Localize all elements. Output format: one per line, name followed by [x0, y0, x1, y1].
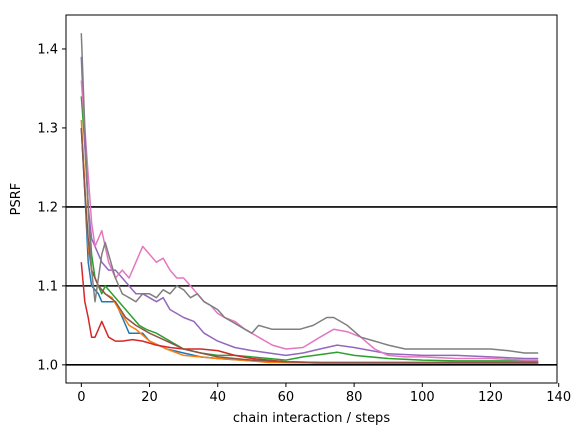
series-line [80, 80, 539, 361]
series-layer [80, 33, 539, 365]
series-line [80, 127, 539, 365]
y-axis-label: PSRF [9, 183, 24, 216]
series-line [80, 96, 539, 362]
y-axis: 1.0 1.1 1.2 1.3 1.4 [37, 42, 66, 373]
x-axis: 0 20 40 60 80 100 120 140 [77, 383, 571, 405]
x-tick-label: 80 [346, 390, 363, 405]
y-tick-label: 1.3 [37, 121, 58, 136]
x-tick-label: 120 [478, 390, 503, 405]
series-line [80, 262, 539, 364]
plot-frame [65, 14, 558, 384]
x-tick-label: 0 [77, 390, 85, 405]
y-tick-label: 1.4 [37, 42, 58, 57]
x-tick-label: 40 [209, 390, 226, 405]
x-tick-label: 100 [410, 390, 435, 405]
series-line [80, 127, 539, 364]
x-tick-label: 20 [141, 390, 158, 405]
y-tick-label: 1.1 [37, 279, 58, 294]
x-axis-label: chain interaction / steps [233, 411, 390, 426]
reference-lines [66, 206, 557, 366]
y-tick-label: 1.0 [37, 358, 58, 373]
y-tick-label: 1.2 [37, 200, 58, 215]
series-line [80, 33, 539, 354]
x-tick-label: 60 [278, 390, 295, 405]
series-line [80, 56, 539, 360]
x-tick-label: 140 [546, 390, 571, 405]
